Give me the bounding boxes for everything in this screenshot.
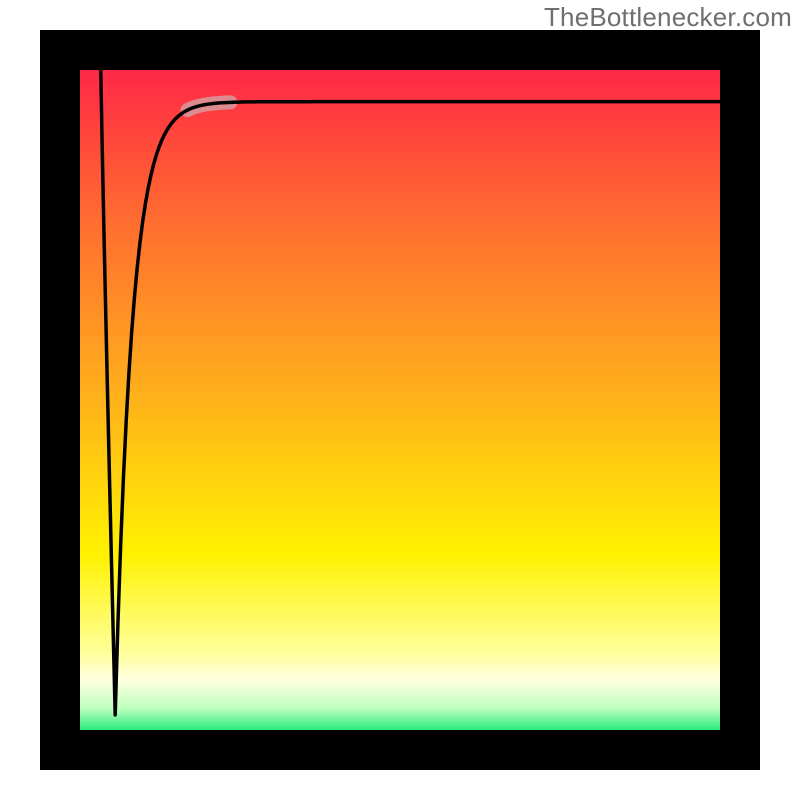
watermark-text: TheBottlenecker.com	[544, 2, 792, 33]
plot-background	[60, 50, 740, 750]
bottleneck-chart: TheBottlenecker.com	[0, 0, 800, 800]
chart-svg	[0, 0, 800, 800]
